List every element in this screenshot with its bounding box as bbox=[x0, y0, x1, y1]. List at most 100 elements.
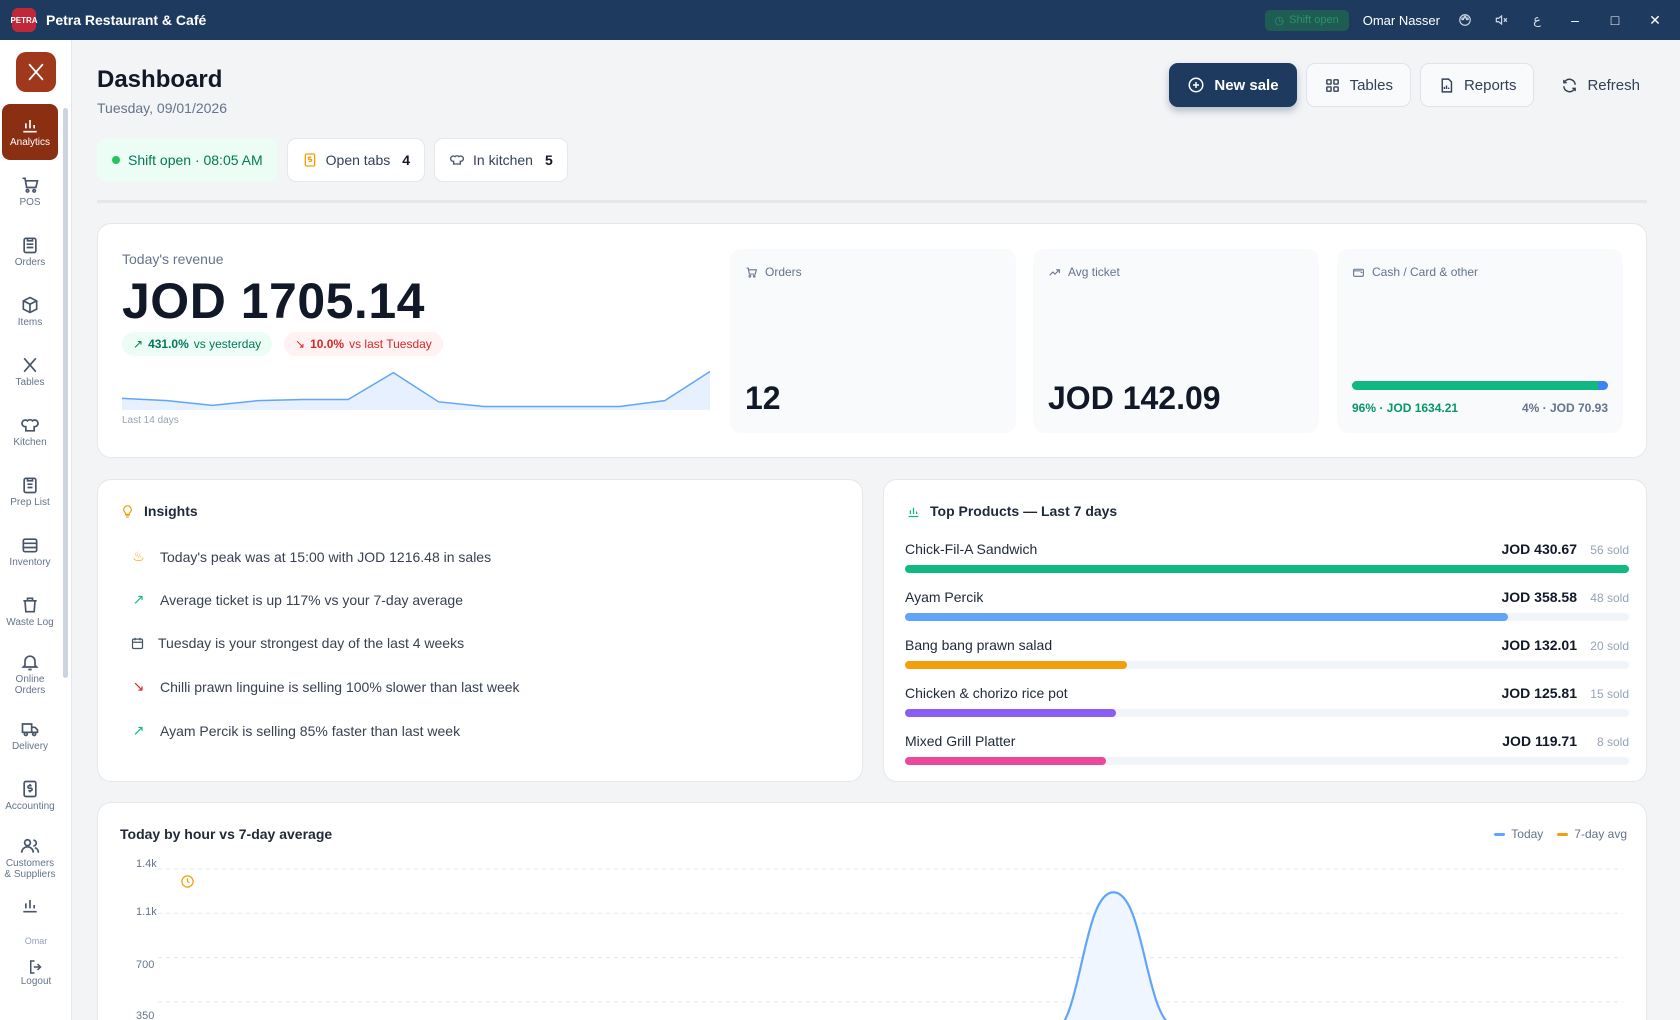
shift-status-pill[interactable]: ◷ Shift open bbox=[1264, 9, 1349, 31]
sidebar-scrollbar[interactable] bbox=[63, 108, 68, 678]
sidebar-item-tables[interactable]: Tables bbox=[2, 344, 58, 400]
close-button[interactable]: ✕ bbox=[1649, 11, 1661, 28]
arrow-down-right-icon: ↘ bbox=[132, 678, 145, 694]
sparkline-area bbox=[122, 371, 710, 410]
sidebar-item-customers-suppliers[interactable]: Customers & Suppliers bbox=[2, 830, 58, 886]
page-date: Tuesday, 09/01/2026 bbox=[97, 100, 227, 116]
sidebar-label: Items bbox=[17, 317, 43, 329]
sidebar-item-prep-list[interactable]: Prep List bbox=[2, 464, 58, 520]
refresh-button[interactable]: Refresh bbox=[1543, 63, 1658, 107]
maximize-button[interactable]: □ bbox=[1610, 12, 1620, 28]
bell-icon bbox=[21, 655, 39, 671]
legend-avg: 7-day avg bbox=[1557, 827, 1627, 841]
product-bar-fill bbox=[905, 757, 1107, 765]
today-series-line bbox=[1063, 891, 1167, 1020]
product-amount: JOD 119.71 bbox=[1502, 733, 1577, 749]
cart-icon bbox=[746, 267, 758, 278]
box-icon bbox=[22, 296, 38, 314]
shift-status-text: Shift open bbox=[1289, 14, 1339, 26]
cart-icon bbox=[22, 177, 39, 194]
product-bar-fill bbox=[905, 709, 1117, 717]
y-tick-label: 1.1k bbox=[136, 906, 157, 918]
clipboard-list-icon bbox=[23, 477, 37, 494]
vs-last-tuesday-pct: 10.0% bbox=[310, 337, 345, 351]
insights-card: Insights ♨ Today's peak was at 15:00 wit… bbox=[97, 479, 863, 782]
open-tabs-chip[interactable]: Open tabs 4 bbox=[286, 138, 426, 182]
user-name[interactable]: Omar Nasser bbox=[1362, 12, 1440, 28]
mute-icon[interactable] bbox=[1490, 9, 1512, 31]
product-bar-track bbox=[905, 757, 1629, 765]
sidebar-label: POS bbox=[19, 197, 41, 209]
chef-hat-icon bbox=[450, 155, 465, 165]
palette-icon[interactable] bbox=[1454, 9, 1476, 31]
product-sold: 20 sold bbox=[1590, 639, 1629, 653]
avg-ticket-label: Avg ticket bbox=[1068, 265, 1120, 279]
top-product-row[interactable]: Bang bang prawn salad JOD 132.01 20 sold bbox=[905, 637, 1629, 682]
payment-split-bar bbox=[1352, 381, 1608, 390]
top-products-title-row: Top Products — Last 7 days bbox=[906, 503, 1117, 519]
main-content: Dashboard Tuesday, 09/01/2026 New sale T… bbox=[72, 40, 1680, 1020]
sidebar-item-inventory[interactable]: Inventory bbox=[2, 524, 58, 580]
sidebar-item-kitchen[interactable]: Kitchen bbox=[2, 404, 58, 460]
utensils-icon bbox=[23, 358, 37, 373]
sidebar-item-analytics[interactable]: Analytics bbox=[2, 104, 58, 160]
chef-hat-icon bbox=[21, 419, 39, 432]
revenue-label: Today's revenue bbox=[122, 251, 224, 267]
arrow-up-right-icon: ↗ bbox=[132, 722, 145, 738]
receipt-icon bbox=[304, 153, 315, 167]
language-toggle[interactable]: ع bbox=[1533, 12, 1541, 27]
tables-button[interactable]: Tables bbox=[1305, 63, 1411, 107]
report-file-icon bbox=[1441, 77, 1453, 93]
sidebar-label: Customers & Suppliers bbox=[4, 858, 56, 880]
hourly-line-chart bbox=[158, 868, 1623, 1020]
product-sold: 56 sold bbox=[1590, 543, 1629, 557]
sidebar-item-pos[interactable]: POS bbox=[2, 164, 58, 220]
clock-icon bbox=[181, 875, 194, 888]
vs-yesterday-pct: 431.0% bbox=[148, 337, 189, 351]
logout-button[interactable]: Logout bbox=[8, 958, 64, 987]
trash-icon bbox=[23, 597, 37, 613]
sidebar-item-orders[interactable]: Orders bbox=[2, 224, 58, 280]
sidebar-item-more[interactable] bbox=[2, 886, 58, 926]
avg-ticket-value: JOD 142.09 bbox=[1048, 380, 1221, 416]
sidebar-item-accounting[interactable]: Accounting bbox=[2, 768, 58, 824]
vs-yesterday-label: vs yesterday bbox=[193, 337, 262, 351]
in-kitchen-count: 5 bbox=[544, 152, 553, 168]
sidebar-label: Waste Log bbox=[6, 617, 54, 629]
refresh-label: Refresh bbox=[1587, 76, 1640, 94]
top-product-row[interactable]: Ayam Percik JOD 358.58 48 sold bbox=[905, 589, 1629, 634]
sidebar: Analytics POS Orders Items Tables Kitche… bbox=[0, 40, 72, 1020]
tables-label: Tables bbox=[1349, 76, 1393, 94]
vs-yesterday-pill: ↗ 431.0% vs yesterday bbox=[122, 332, 273, 356]
receipt-icon bbox=[23, 780, 37, 798]
page-title: Dashboard bbox=[97, 66, 223, 93]
sidebar-item-delivery[interactable]: Delivery bbox=[2, 708, 58, 764]
in-kitchen-chip[interactable]: In kitchen 5 bbox=[434, 138, 568, 182]
sidebar-label: Accounting bbox=[5, 801, 55, 813]
bar-chart-icon bbox=[23, 899, 37, 912]
product-bar-fill bbox=[905, 613, 1509, 621]
reports-button[interactable]: Reports bbox=[1419, 63, 1535, 107]
product-amount: JOD 358.58 bbox=[1501, 589, 1578, 605]
trend-up-icon bbox=[1049, 268, 1060, 276]
sidebar-item-online-orders[interactable]: Online Orders bbox=[2, 646, 58, 702]
sparkline-label: Last 14 days bbox=[122, 415, 179, 426]
top-product-row[interactable]: Chick-Fil-A Sandwich JOD 430.67 56 sold bbox=[905, 541, 1629, 586]
shift-chip[interactable]: Shift open · 08:05 AM bbox=[97, 138, 278, 182]
status-dot bbox=[112, 156, 120, 164]
sidebar-item-items[interactable]: Items bbox=[2, 284, 58, 340]
new-sale-button[interactable]: New sale bbox=[1169, 63, 1297, 107]
minimize-button[interactable]: – bbox=[1571, 12, 1579, 28]
insight-row: ↗ Average ticket is up 117% vs your 7-da… bbox=[130, 591, 463, 608]
insight-text: Tuesday is your strongest day of the las… bbox=[158, 635, 465, 651]
y-tick-label: 1.4k bbox=[136, 858, 157, 870]
app-logo: PETRA bbox=[10, 8, 38, 32]
users-icon bbox=[20, 838, 40, 853]
lightbulb-icon bbox=[123, 504, 132, 518]
top-product-row[interactable]: Chicken & chorizo rice pot JOD 125.81 15 s… bbox=[905, 685, 1629, 730]
top-product-row[interactable]: Mixed Grill Platter JOD 119.71 8 sold bbox=[905, 733, 1629, 778]
sidebar-item-waste-log[interactable]: Waste Log bbox=[2, 584, 58, 640]
product-sold: 15 sold bbox=[1590, 687, 1629, 701]
insight-row: Tuesday is your strongest day of the las… bbox=[130, 635, 464, 651]
app-title: Petra Restaurant & Café bbox=[46, 12, 207, 28]
